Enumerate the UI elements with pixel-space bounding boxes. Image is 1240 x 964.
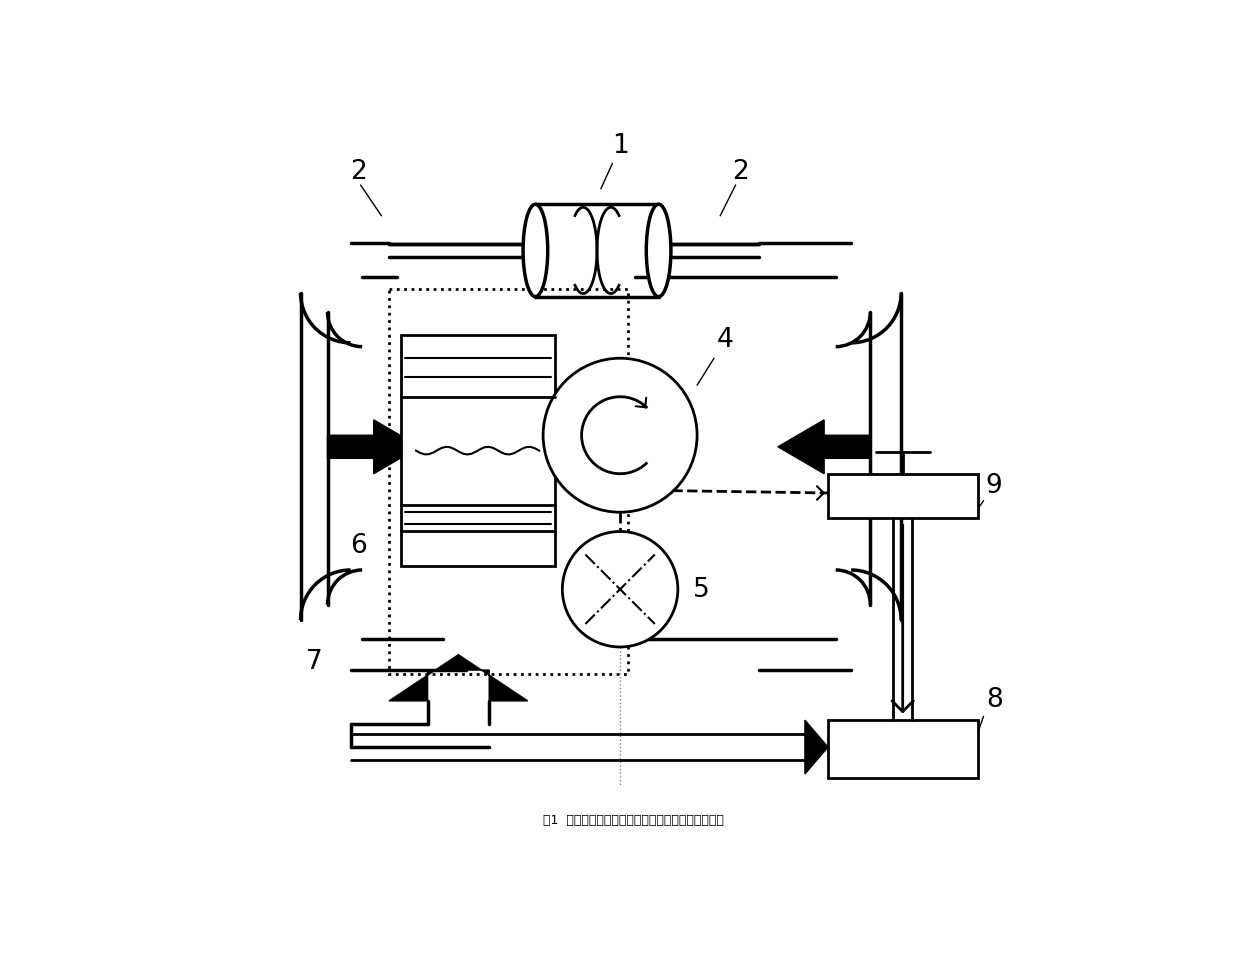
Polygon shape bbox=[805, 720, 828, 774]
Text: 3: 3 bbox=[417, 489, 433, 515]
Polygon shape bbox=[327, 420, 420, 473]
Text: 4: 4 bbox=[717, 327, 733, 353]
Polygon shape bbox=[389, 655, 528, 701]
Text: 1: 1 bbox=[613, 133, 629, 159]
Text: 图1  基于闭环控制的导体坯料加热方法与设备示意图: 图1 基于闭环控制的导体坯料加热方法与设备示意图 bbox=[543, 814, 724, 827]
Text: 2: 2 bbox=[732, 159, 749, 185]
Text: 5: 5 bbox=[693, 576, 711, 602]
Text: 6: 6 bbox=[351, 533, 367, 559]
Ellipse shape bbox=[523, 204, 548, 297]
Ellipse shape bbox=[646, 204, 671, 297]
Text: 2: 2 bbox=[351, 159, 367, 185]
Text: 8: 8 bbox=[986, 687, 1003, 713]
Text: 7: 7 bbox=[306, 649, 322, 675]
Bar bbox=[389, 289, 627, 674]
Bar bbox=[828, 473, 978, 519]
Text: 9: 9 bbox=[986, 473, 1003, 499]
Circle shape bbox=[563, 531, 678, 647]
Circle shape bbox=[543, 359, 697, 512]
Polygon shape bbox=[777, 420, 870, 473]
Bar bbox=[828, 720, 978, 778]
Bar bbox=[401, 335, 554, 566]
